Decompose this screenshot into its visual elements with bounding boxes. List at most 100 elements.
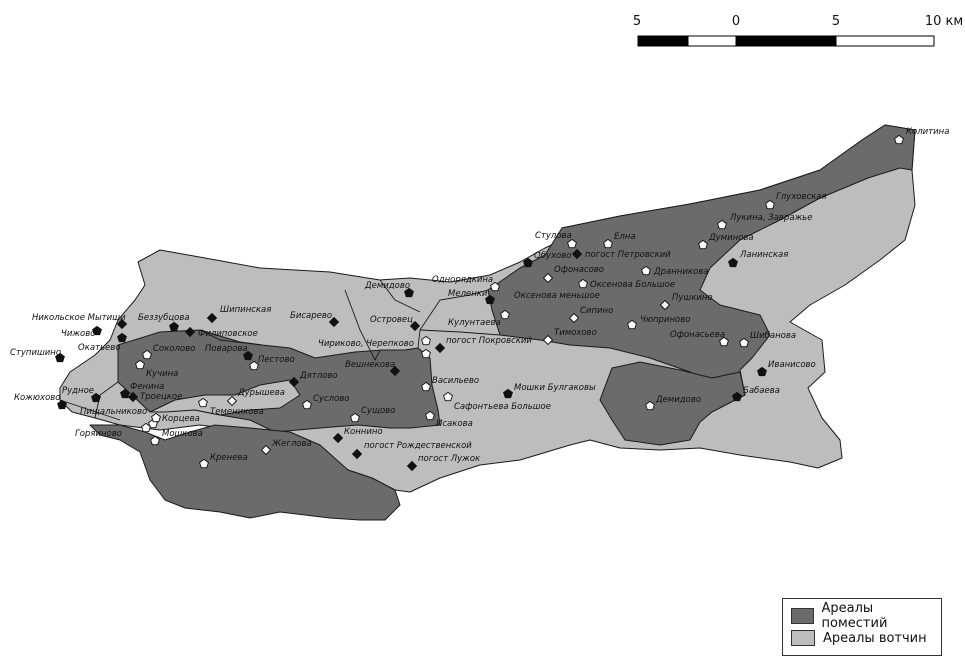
- settlement-marker-votchina-icon: [500, 309, 510, 320]
- settlement-label: Филиповское: [198, 329, 258, 339]
- scale-label-mid: 5: [832, 14, 840, 29]
- legend-swatch-pomestya: [791, 608, 814, 624]
- region-pomestya-demidovo: [599, 361, 746, 446]
- settlement-marker-votchina-icon: [717, 219, 727, 230]
- settlement-label: Горяиново: [75, 429, 122, 439]
- settlement-marker-votchina-icon: [894, 134, 904, 145]
- region-border-4: [379, 279, 421, 313]
- settlement-marker-votchina-icon: [698, 239, 708, 250]
- settlement-marker-votchina-icon: [151, 412, 161, 423]
- settlement-label: погост Покровский: [446, 336, 532, 346]
- settlement-marker-pomestya-icon: [434, 342, 446, 354]
- settlement-label: Фенина: [130, 382, 164, 392]
- settlement-label: Кренева: [210, 453, 248, 463]
- settlement-marker-votchina-icon: [567, 238, 577, 249]
- settlement-marker-pomestya-icon: [117, 332, 127, 343]
- settlement-label: Рудное: [62, 386, 94, 396]
- settlement-label: Ланинская: [739, 250, 788, 260]
- region-border-2: [417, 289, 489, 349]
- settlement-marker-votchina-icon: [603, 238, 613, 249]
- scale-label-left: 5: [633, 14, 641, 29]
- legend-item-votchina: Ареалы вотчин: [791, 627, 935, 649]
- settlement-label: Кожюхово: [14, 393, 61, 403]
- settlement-label: Колитина: [906, 127, 949, 137]
- settlement-label: погост Лужок: [418, 454, 481, 464]
- settlement-label: Сипино: [580, 306, 613, 316]
- settlement-marker-pomestya-icon: [485, 294, 495, 305]
- settlement-label: Шибанова: [750, 331, 796, 341]
- settlement-label: Пестово: [258, 355, 295, 365]
- settlement-labels-layer: Колитина Глуховская Лукина, Завражье Думино…: [10, 127, 949, 464]
- settlement-marker-votchina-icon: [641, 265, 651, 276]
- region-pomestya-ne: [487, 124, 916, 396]
- settlement-marker-votchina-icon: [739, 337, 749, 348]
- settlement-label: Елна: [614, 232, 636, 242]
- settlement-marker-votchina-icon: [198, 397, 208, 408]
- settlement-marker-pomestya-icon: [92, 325, 102, 336]
- settlement-marker-pomestya-icon: [523, 257, 533, 268]
- scale-label-right: 10 км: [925, 14, 963, 29]
- settlement-label: Оксенова меньшое: [514, 291, 600, 301]
- settlement-marker-pomestya-icon: [351, 448, 363, 460]
- settlement-label: Троецкое: [140, 392, 182, 402]
- legend-label-votchina: Ареалы вотчин: [823, 630, 927, 646]
- settlement-label: Лукина, Завражье: [729, 213, 812, 223]
- region-border-1: [344, 289, 381, 362]
- settlement-label: Кулунтаева: [448, 318, 501, 328]
- settlement-label: Стулова: [535, 231, 572, 241]
- settlement-label: Кучина: [146, 369, 178, 379]
- settlement-marker-votchina-icon: [302, 399, 312, 410]
- settlement-label: Пушкино: [672, 293, 713, 303]
- settlement-label: Дранникова: [653, 267, 708, 277]
- settlement-marker-votchina-icon: [421, 335, 431, 346]
- settlement-label: Вешнекова: [345, 360, 395, 370]
- settlement-marker-pomestya-icon: [404, 287, 414, 298]
- settlement-marker-votchina-icon: [645, 400, 655, 411]
- settlement-marker-votchina-icon: [542, 334, 554, 346]
- settlement-marker-pomestya-icon: [206, 312, 218, 324]
- settlement-label: Коннино: [344, 427, 383, 437]
- settlement-marker-votchina-icon: [627, 319, 637, 330]
- settlement-label: Мошкова: [162, 429, 203, 439]
- settlement-label: Обухово: [534, 251, 571, 261]
- settlement-marker-pomestya-icon: [732, 391, 742, 402]
- settlement-marker-pomestya-icon: [571, 248, 583, 260]
- settlement-label: Мошки Булгаковы: [514, 383, 596, 393]
- settlement-marker-pomestya-icon: [389, 365, 401, 377]
- settlement-marker-pomestya-icon: [503, 388, 513, 399]
- settlement-marker-pomestya-icon: [91, 392, 101, 403]
- settlement-marker-votchina-icon: [142, 349, 152, 360]
- settlement-label: Бабаева: [743, 386, 780, 396]
- scale-segment-4: [835, 35, 935, 47]
- settlement-label: погост Петровский: [585, 250, 671, 260]
- settlement-marker-votchina-icon: [719, 336, 729, 347]
- settlement-label: Дятлово: [299, 371, 338, 381]
- settlement-marker-pomestya-icon: [406, 460, 418, 472]
- settlement-label: Демидово: [364, 281, 410, 291]
- settlement-label: Поварова: [205, 344, 248, 354]
- settlement-marker-pomestya-icon: [120, 388, 130, 399]
- settlement-marker-votchina-icon: [659, 299, 671, 311]
- settlement-marker-pomestya-icon: [728, 257, 738, 268]
- settlement-marker-pomestya-icon: [169, 321, 179, 332]
- region-border-3: [419, 329, 501, 336]
- settlement-marker-votchina-icon: [421, 348, 431, 359]
- settlement-label: Чижово: [61, 329, 95, 339]
- settlement-marker-votchina-icon: [249, 360, 259, 371]
- settlement-label: погост Рождественской: [364, 441, 472, 451]
- settlement-label: Сафонтьева Большое: [454, 402, 551, 412]
- settlement-label: Сущово: [361, 406, 395, 416]
- settlement-label: Тимохово: [554, 328, 597, 338]
- settlement-label: Иванисово: [768, 360, 816, 370]
- settlement-label: Глуховская: [776, 192, 827, 202]
- settlement-label: Бисарево: [290, 311, 332, 321]
- settlement-marker-pomestya-icon: [127, 391, 139, 403]
- settlement-label: Демидово: [655, 395, 701, 405]
- settlement-label: Меленки: [448, 289, 488, 299]
- scale-label-zero: 0: [732, 14, 740, 29]
- settlement-label: Шипинская: [220, 305, 271, 315]
- settlement-label: Пищальниково: [80, 407, 147, 417]
- scale-segment-1: [637, 35, 689, 47]
- settlement-label: Жеглова: [271, 439, 312, 449]
- settlement-marker-pomestya-icon: [409, 320, 421, 332]
